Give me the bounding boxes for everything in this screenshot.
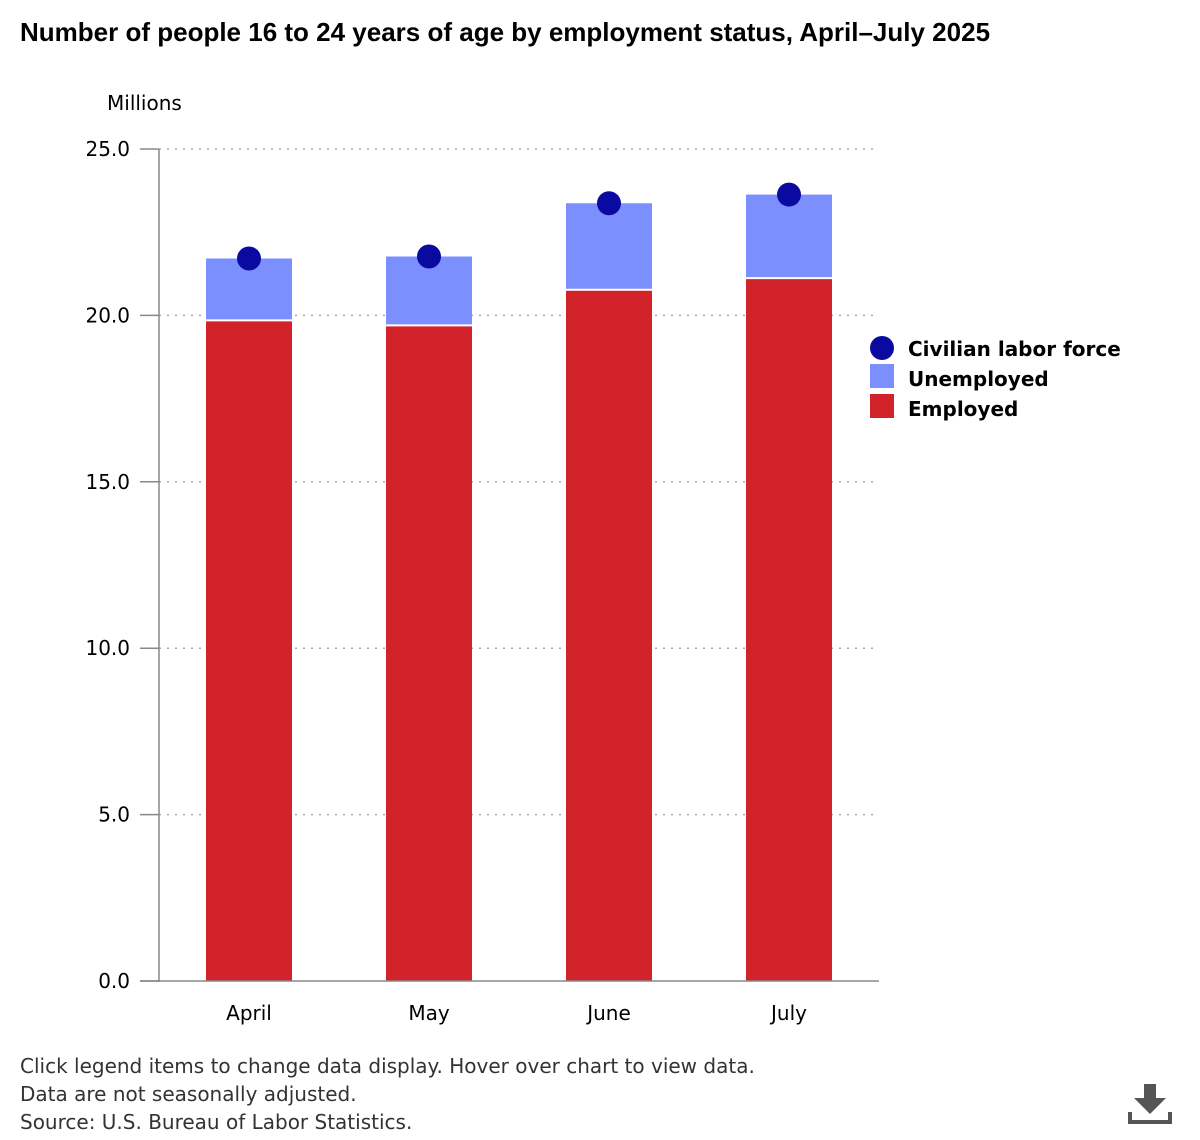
point-labor-force-april[interactable] <box>237 246 261 271</box>
legend[interactable]: Civilian labor force Unemployed Employed <box>870 336 1121 421</box>
bar-employed-april[interactable] <box>206 320 292 982</box>
y-axis-title: Millions <box>107 91 182 115</box>
point-labor-force-june[interactable] <box>597 191 621 216</box>
bar-employed-july[interactable] <box>746 278 832 981</box>
chart-title: Number of people 16 to 24 years of age b… <box>20 17 991 47</box>
x-tick-label: June <box>585 1001 631 1025</box>
note-instructions: Click legend items to change data displa… <box>20 1054 755 1078</box>
y-tick-label: 10.0 <box>85 636 130 660</box>
x-tick-label: April <box>226 1001 272 1025</box>
legend-swatch-unemployed <box>870 364 894 388</box>
y-tick-label: 5.0 <box>98 803 130 827</box>
bar-unemployed-june[interactable] <box>566 203 652 290</box>
chart-area[interactable]: 0.05.010.015.020.025.0 April May June July … <box>0 0 1200 1050</box>
bars[interactable] <box>206 194 832 982</box>
x-axis-labels: April May June July <box>226 1001 807 1025</box>
chart-notes: Click legend items to change data displa… <box>20 1052 755 1136</box>
y-axis-ticks: 0.0 5.0 10.0 15.0 20.0 25.0 <box>85 137 159 993</box>
legend-swatch-employed <box>870 394 894 418</box>
download-icon <box>1128 1084 1172 1124</box>
legend-marker-civilian-labor-force <box>870 336 894 360</box>
download-button[interactable] <box>1124 1080 1176 1128</box>
y-tick-label: 25.0 <box>85 137 130 161</box>
point-labor-force-may[interactable] <box>417 244 441 269</box>
x-tick-label: July <box>769 1001 807 1025</box>
legend-item-unemployed[interactable]: Unemployed <box>870 364 1049 391</box>
note-seasonal: Data are not seasonally adjusted. <box>20 1082 357 1106</box>
bar-employed-may[interactable] <box>386 325 472 981</box>
y-tick-label: 0.0 <box>98 969 130 993</box>
labor-force-points[interactable] <box>237 182 801 271</box>
bar-unemployed-july[interactable] <box>746 194 832 279</box>
legend-label-civilian-labor-force: Civilian labor force <box>908 337 1121 361</box>
point-labor-force-july[interactable] <box>777 182 801 207</box>
legend-label-unemployed: Unemployed <box>908 367 1049 391</box>
y-tick-label: 15.0 <box>85 470 130 494</box>
x-tick-label: May <box>408 1001 450 1025</box>
legend-item-civilian-labor-force[interactable]: Civilian labor force <box>870 336 1121 361</box>
axes <box>140 149 879 982</box>
y-tick-label: 20.0 <box>85 303 130 327</box>
legend-label-employed: Employed <box>908 397 1018 421</box>
note-source: Source: U.S. Bureau of Labor Statistics. <box>20 1110 413 1134</box>
bar-employed-june[interactable] <box>566 289 652 981</box>
legend-item-employed[interactable]: Employed <box>870 394 1018 421</box>
